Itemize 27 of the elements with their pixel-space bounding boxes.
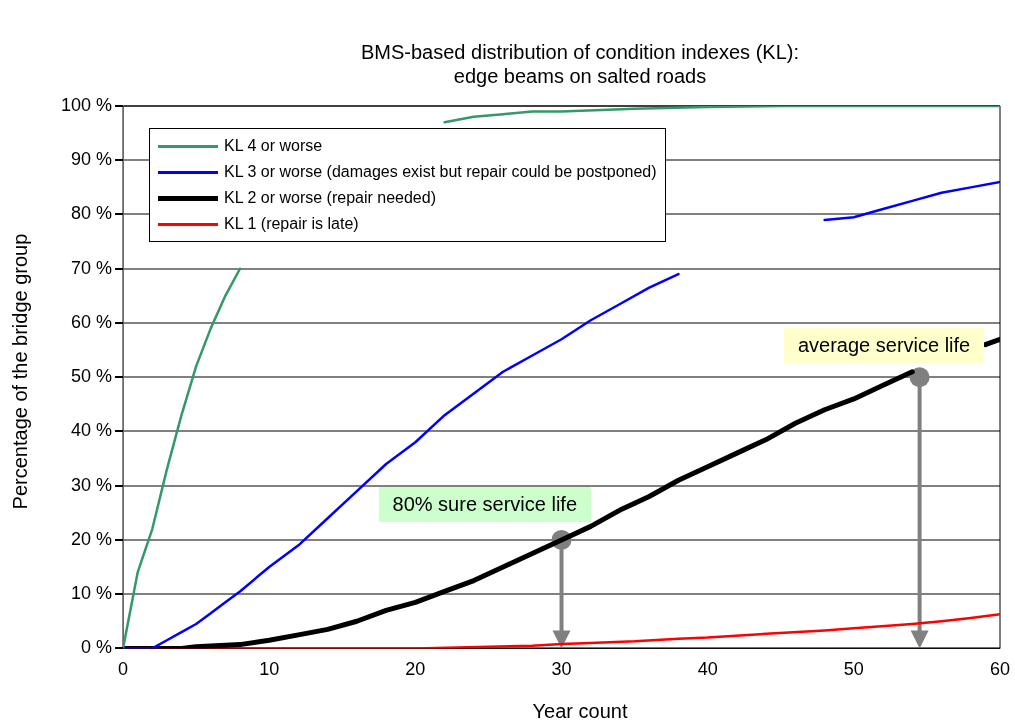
- chart-title: BMS-based distribution of condition indexes (KL): edge beams on salted roads: [360, 40, 800, 88]
- y-tick-label: 70 %: [71, 257, 113, 278]
- y-tick-label: 80 %: [71, 203, 113, 224]
- x-tick-label: 40: [697, 659, 718, 680]
- legend-label: KL 3 or worse (damages exist but repair could be postponed): [224, 163, 657, 181]
- x-tick-label: 30: [551, 659, 572, 680]
- annotation: 80% sure service life: [378, 486, 592, 522]
- y-tick-label: 10 %: [71, 583, 113, 604]
- y-tick-label: 20 %: [71, 528, 113, 549]
- x-tick-label: 10: [259, 659, 280, 680]
- x-tick-label: 50: [843, 659, 864, 680]
- y-tick-label: 60 %: [71, 311, 113, 332]
- x-tick-label: 20: [405, 659, 426, 680]
- x-axis-title: Year count: [531, 700, 629, 723]
- x-tick-label: 60: [989, 659, 1011, 680]
- y-axis-title: Percentage of the bridge group: [8, 232, 32, 512]
- y-tick-label: 90 %: [71, 149, 113, 170]
- y-tick-label: 30 %: [71, 474, 113, 495]
- x-tick-label: 0: [118, 659, 129, 680]
- y-tick-label: 40 %: [71, 420, 113, 441]
- y-tick-label: 100 %: [60, 94, 113, 115]
- y-tick-label: 0 %: [81, 637, 113, 658]
- legend-label: KL 4 or worse: [224, 137, 323, 155]
- y-tick-label: 50 %: [71, 366, 113, 387]
- annotation: average service life: [783, 328, 985, 364]
- legend-label: KL 1 (repair is late): [224, 215, 359, 233]
- legend-label: KL 2 or worse (repair needed): [224, 189, 436, 207]
